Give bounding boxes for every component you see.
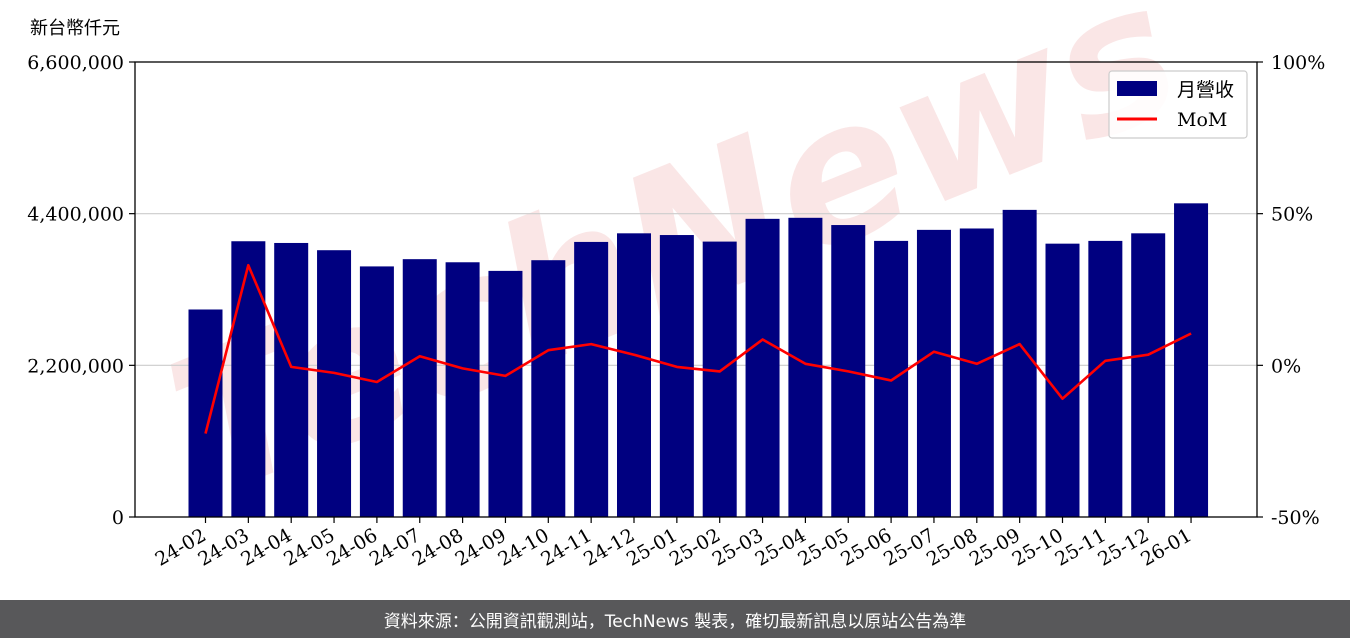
x-tick-label: 26-01 xyxy=(1137,524,1195,570)
bar xyxy=(916,229,951,517)
mom-line xyxy=(204,263,1192,434)
bar xyxy=(659,235,694,517)
bar xyxy=(617,233,651,517)
bar xyxy=(1002,209,1037,517)
bar xyxy=(1045,243,1080,517)
bar xyxy=(574,241,609,517)
y-right-tick-label: 100% xyxy=(1271,52,1325,74)
bar xyxy=(788,217,823,517)
y-right-tick-label: 50% xyxy=(1271,204,1313,226)
plot-frame xyxy=(134,61,1258,518)
bar xyxy=(1088,240,1123,518)
bar xyxy=(231,241,266,517)
footer-source-text: 資料來源：公開資訊觀測站，TechNews 製表，確切最新訊息以原站公告為準 xyxy=(383,611,967,632)
bar xyxy=(317,250,352,518)
chart: TechNews02,200,0004,400,0006,600,000-50%… xyxy=(27,0,1325,571)
y-right-tick-label: 0% xyxy=(1271,355,1301,377)
legend-label-mom: MoM xyxy=(1177,109,1227,131)
y-left-tick-label: 4,400,000 xyxy=(27,204,124,226)
bar xyxy=(359,266,394,517)
legend-swatch-bar xyxy=(1117,81,1157,96)
bar xyxy=(531,260,566,517)
bar xyxy=(274,242,309,517)
y-left-tick-label: 6,600,000 xyxy=(27,52,124,74)
y-right-tick-label: -50% xyxy=(1271,507,1320,529)
bar xyxy=(188,309,223,517)
bar xyxy=(488,270,523,517)
bar xyxy=(702,241,737,517)
bar xyxy=(402,259,437,517)
bar xyxy=(1131,233,1166,517)
y-left-tick-label: 2,200,000 xyxy=(27,355,124,377)
bar xyxy=(745,218,780,517)
bar xyxy=(1174,203,1209,518)
y-left-tick-label: 0 xyxy=(112,507,124,529)
y-unit-label: 新台幣仟元 xyxy=(30,18,120,39)
bar xyxy=(445,262,480,517)
chart-svg: TechNews02,200,0004,400,0006,600,000-50%… xyxy=(27,0,1325,571)
legend-label-revenue: 月營收 xyxy=(1177,79,1234,101)
bar xyxy=(959,228,994,517)
footer-bar: 資料來源：公開資訊觀測站，TechNews 製表，確切最新訊息以原站公告為準 xyxy=(0,600,1350,638)
